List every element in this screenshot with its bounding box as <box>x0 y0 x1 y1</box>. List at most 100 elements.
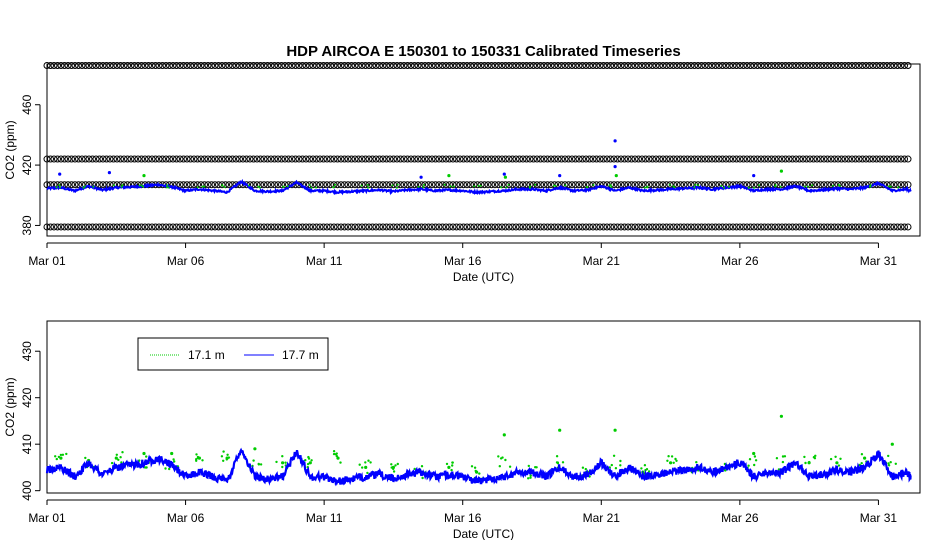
reference-point <box>880 62 887 70</box>
x-axis-label: Date (UTC) <box>453 270 514 284</box>
reference-point <box>369 181 376 189</box>
reference-point <box>582 155 590 163</box>
reference-point <box>866 62 873 70</box>
reference-point <box>638 155 646 163</box>
reference-point <box>99 223 107 231</box>
reference-point <box>439 223 446 231</box>
reference-point <box>117 155 124 163</box>
series-point <box>894 462 897 465</box>
reference-point <box>134 223 142 231</box>
series-point <box>315 186 317 189</box>
reference-point <box>628 62 635 70</box>
reference-point <box>106 62 114 70</box>
series-point <box>55 457 58 461</box>
reference-point <box>845 62 852 70</box>
reference-point <box>869 62 877 70</box>
reference-point <box>488 181 495 189</box>
reference-point <box>260 181 268 189</box>
reference-point <box>425 155 432 163</box>
series-point <box>310 186 313 189</box>
reference-point <box>442 181 450 189</box>
reference-point <box>680 155 688 163</box>
series-point <box>422 183 425 186</box>
reference-point <box>50 155 58 163</box>
x-tick-label: Mar 31 <box>860 254 898 268</box>
series-point <box>227 456 231 459</box>
series-point <box>473 466 477 469</box>
reference-point <box>344 181 352 189</box>
series-point <box>500 186 503 189</box>
reference-point <box>316 223 324 231</box>
reference-point <box>761 181 768 189</box>
series-point <box>643 464 647 467</box>
reference-point <box>663 223 670 231</box>
x-axis: Mar 01 Mar 06 Mar 11 Mar 16 Mar 21 Mar 26 Mar … <box>28 499 897 525</box>
series-point <box>221 184 224 187</box>
series-point <box>259 463 263 466</box>
reference-point <box>866 223 873 231</box>
reference-point <box>103 155 110 163</box>
reference-point <box>432 62 439 70</box>
series-point <box>142 185 145 188</box>
series-point <box>556 461 559 464</box>
reference-point <box>743 62 751 70</box>
reference-point <box>131 155 138 163</box>
reference-point <box>57 155 65 163</box>
reference-point <box>47 155 54 163</box>
reference-point <box>127 62 135 70</box>
panel-1: HDP AIRCOA E 150301 to 150331 Calibrated… <box>3 43 921 284</box>
series-point <box>609 184 612 187</box>
reference-point <box>575 223 583 231</box>
reference-point <box>421 181 429 189</box>
reference-point <box>435 181 443 189</box>
reference-point <box>152 62 159 70</box>
reference-point <box>477 155 485 163</box>
reference-point <box>397 155 404 163</box>
reference-point <box>733 223 740 231</box>
reference-point <box>428 155 436 163</box>
series-point <box>619 464 622 467</box>
reference-point <box>768 223 775 231</box>
reference-point <box>642 223 649 231</box>
series-point <box>120 461 123 464</box>
reference-point <box>323 155 331 163</box>
panel-2: Mar 01 Mar 06 Mar 11 Mar 16 Mar 21 Mar 26 Mar … <box>3 320 921 541</box>
reference-point <box>757 62 765 70</box>
reference-point <box>838 155 845 163</box>
reference-point <box>785 223 793 231</box>
reference-point <box>852 62 859 70</box>
reference-point <box>530 223 537 231</box>
reference-point <box>442 223 450 231</box>
series-point <box>143 466 147 469</box>
reference-point <box>99 155 107 163</box>
reference-point <box>96 223 103 231</box>
reference-point <box>491 62 499 70</box>
reference-point <box>481 62 488 70</box>
reference-point <box>348 223 355 231</box>
reference-point <box>743 155 751 163</box>
reference-point <box>708 62 716 70</box>
reference-point <box>302 62 310 70</box>
reference-point <box>512 155 520 163</box>
reference-point <box>292 62 299 70</box>
reference-point <box>306 155 313 163</box>
reference-point <box>488 223 495 231</box>
series-point <box>284 461 287 464</box>
series-point <box>890 442 894 446</box>
reference-point <box>670 155 677 163</box>
reference-point <box>852 155 859 163</box>
reference-point <box>383 155 390 163</box>
reference-point <box>302 155 310 163</box>
reference-point <box>92 155 100 163</box>
reference-point <box>117 223 124 231</box>
y-axis-label: CO2 (ppm) <box>3 377 17 436</box>
reference-point <box>337 181 345 189</box>
reference-point <box>425 223 432 231</box>
reference-point <box>831 155 838 163</box>
reference-point <box>838 223 845 231</box>
series-point <box>888 185 891 188</box>
outlier-point <box>613 139 617 143</box>
reference-point <box>229 223 236 231</box>
reference-point <box>631 181 639 189</box>
reference-point <box>316 155 324 163</box>
